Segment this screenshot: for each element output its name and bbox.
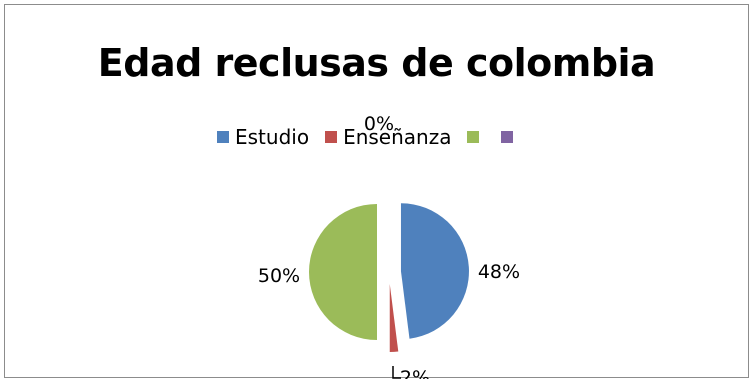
pie-slice: [389, 283, 399, 352]
legend-swatch: [501, 131, 514, 143]
chart-title: Edad reclusas de colombia: [97, 41, 656, 85]
pie-slice: [400, 203, 469, 339]
data-label: 48%: [478, 261, 520, 283]
leader-line: [392, 366, 401, 379]
legend-item: Estudio: [217, 125, 309, 149]
data-label: 0%: [364, 113, 394, 135]
chart-legend: Estudio Enseñanza: [217, 125, 535, 149]
legend-item: Enseñanza: [325, 125, 451, 149]
legend-item: [501, 131, 519, 143]
legend-label: Enseñanza: [343, 125, 452, 149]
legend-swatch: [217, 131, 229, 143]
data-label: 2%: [400, 367, 430, 379]
pie-plot: 48% 2% 50% 0%: [258, 113, 520, 379]
legend-swatch: [325, 131, 338, 143]
legend-swatch: [467, 131, 480, 143]
legend-item: [467, 131, 485, 143]
data-label: 50%: [258, 265, 300, 287]
chart-frame: Edad reclusas de colombia Estudio Enseñan…: [4, 4, 749, 379]
legend-label: Estudio: [235, 125, 310, 149]
pie-slice: [309, 204, 377, 340]
